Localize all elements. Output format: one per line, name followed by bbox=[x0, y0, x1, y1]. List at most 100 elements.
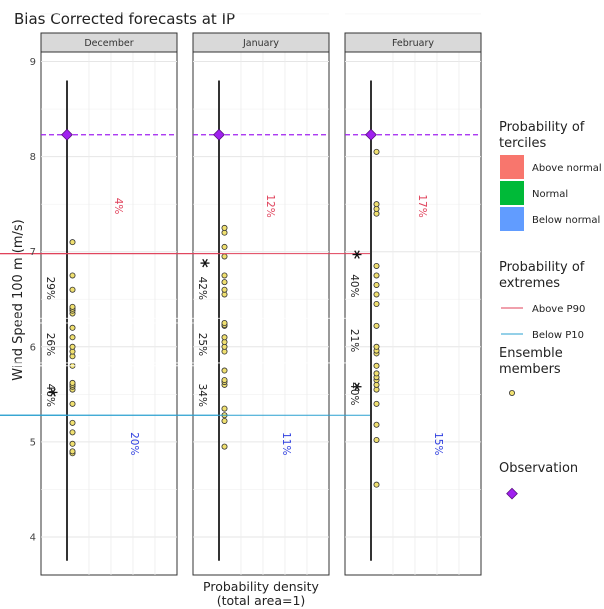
panel-december: December 29% 26% 46% 4% 20% bbox=[0, 14, 178, 576]
panel-january: January 42% 25% 34% 12% 11% bbox=[0, 14, 330, 576]
star-marker bbox=[352, 250, 362, 259]
y-tick-label: 6 bbox=[30, 342, 36, 353]
ensemble-member bbox=[373, 262, 380, 269]
ensemble-member bbox=[373, 291, 380, 298]
legend-normal-swatch bbox=[500, 181, 524, 205]
observation-marker bbox=[61, 128, 73, 141]
ensemble-member bbox=[373, 362, 380, 369]
legend-extremes-title-1: Probability of bbox=[499, 260, 585, 275]
ensemble-member bbox=[373, 272, 380, 279]
below-normal-pct: 40% bbox=[348, 382, 360, 405]
ensemble-member bbox=[69, 379, 76, 386]
legend-below-label: Below normal bbox=[532, 215, 600, 226]
panel-frame bbox=[40, 51, 178, 576]
y-tick-label: 7 bbox=[30, 247, 36, 258]
legend-terciles-title-2: terciles bbox=[499, 136, 547, 151]
legend-p90-label: Above P90 bbox=[532, 304, 585, 315]
legend-normal-label: Normal bbox=[532, 189, 568, 200]
ensemble-member bbox=[373, 421, 380, 428]
star-stroke bbox=[354, 250, 360, 259]
legend-p10-label: Below P10 bbox=[532, 330, 584, 341]
ensemble-member bbox=[69, 400, 76, 407]
ensemble-member bbox=[69, 429, 76, 436]
above-p90-pct: 12% bbox=[264, 194, 276, 217]
above-normal-pct: 40% bbox=[348, 274, 360, 297]
legend-observation-title: Observation bbox=[499, 461, 578, 476]
ensemble-member bbox=[221, 334, 228, 341]
above-p90-pct: 4% bbox=[112, 198, 124, 215]
legend-observation-diamond bbox=[506, 487, 518, 500]
ensemble-member bbox=[69, 239, 76, 246]
legend-above-swatch bbox=[500, 155, 524, 179]
ensemble-member bbox=[221, 367, 228, 374]
ensemble-member bbox=[69, 303, 76, 310]
legend-terciles-title-1: Probability of bbox=[499, 120, 585, 135]
ensemble-member bbox=[69, 334, 76, 341]
ensemble-member bbox=[221, 272, 228, 279]
strip-december bbox=[40, 32, 178, 53]
ensemble-member bbox=[221, 243, 228, 250]
legend: Probability of terciles Above normal Nor… bbox=[499, 120, 602, 500]
legend-extremes-title-2: extremes bbox=[499, 276, 560, 291]
strip-label: January bbox=[242, 38, 279, 49]
panel-frame bbox=[344, 51, 482, 576]
ensemble-member bbox=[221, 224, 228, 231]
panels: December 29% 26% 46% 4% 20% January 42% 25% 34% 12… bbox=[0, 14, 482, 576]
below-normal-pct: 46% bbox=[44, 384, 56, 407]
ensemble-member bbox=[69, 272, 76, 279]
ensemble-member bbox=[373, 370, 380, 377]
ensemble-member bbox=[373, 148, 380, 155]
star-stroke bbox=[50, 388, 56, 397]
y-tick-label: 9 bbox=[30, 57, 36, 68]
legend-member-dot bbox=[508, 389, 515, 396]
ensemble-member bbox=[69, 324, 76, 331]
ensemble-member bbox=[221, 286, 228, 293]
ensemble-member bbox=[69, 440, 76, 447]
legend-members-title-2: members bbox=[499, 362, 561, 377]
normal-pct: 21% bbox=[348, 329, 360, 352]
below-p10-pct: 15% bbox=[432, 432, 444, 455]
ensemble-member bbox=[221, 443, 228, 450]
observation-marker bbox=[365, 128, 377, 141]
y-tick-label: 4 bbox=[30, 532, 36, 543]
x-axis-label-line2: (total area=1) bbox=[217, 593, 306, 608]
above-p90-pct: 17% bbox=[416, 194, 428, 217]
star-marker bbox=[352, 382, 362, 391]
below-normal-pct: 34% bbox=[196, 384, 208, 407]
strip-january bbox=[192, 32, 330, 53]
panel-frame bbox=[192, 51, 330, 576]
star-marker bbox=[48, 388, 58, 397]
ensemble-member bbox=[69, 448, 76, 455]
ensemble-member bbox=[373, 400, 380, 407]
y-tick-label: 8 bbox=[30, 152, 36, 163]
ensemble-member bbox=[221, 279, 228, 286]
ensemble-member bbox=[221, 320, 228, 327]
ensemble-member bbox=[373, 201, 380, 208]
above-normal-pct: 42% bbox=[196, 277, 208, 300]
panel-february: February 40% 21% 40% 17% 15% bbox=[0, 14, 482, 576]
star-stroke bbox=[354, 382, 360, 391]
chart-title: Bias Corrected forecasts at IP bbox=[14, 10, 235, 28]
ensemble-member bbox=[69, 343, 76, 350]
ensemble-member bbox=[221, 253, 228, 260]
normal-pct: 26% bbox=[44, 333, 56, 356]
ensemble-member bbox=[69, 419, 76, 426]
below-p10-pct: 11% bbox=[280, 432, 292, 455]
observation-marker bbox=[213, 128, 225, 141]
ensemble-member bbox=[221, 405, 228, 412]
normal-pct: 25% bbox=[196, 333, 208, 356]
above-normal-pct: 29% bbox=[44, 277, 56, 300]
y-axis-label: Wind Speed 100 m (m/s) bbox=[11, 219, 26, 380]
strip-label: December bbox=[84, 38, 133, 49]
ensemble-member bbox=[373, 436, 380, 443]
legend-members-title-1: Ensemble bbox=[499, 346, 563, 361]
y-axis-ticks: 4 5 6 7 8 9 bbox=[30, 57, 36, 543]
ensemble-member bbox=[221, 417, 228, 424]
ensemble-member bbox=[373, 300, 380, 307]
legend-below-swatch bbox=[500, 207, 524, 231]
below-p10-pct: 20% bbox=[128, 432, 140, 455]
x-axis-label-line1: Probability density bbox=[203, 579, 319, 594]
strip-february bbox=[344, 32, 482, 53]
star-marker bbox=[200, 258, 210, 268]
